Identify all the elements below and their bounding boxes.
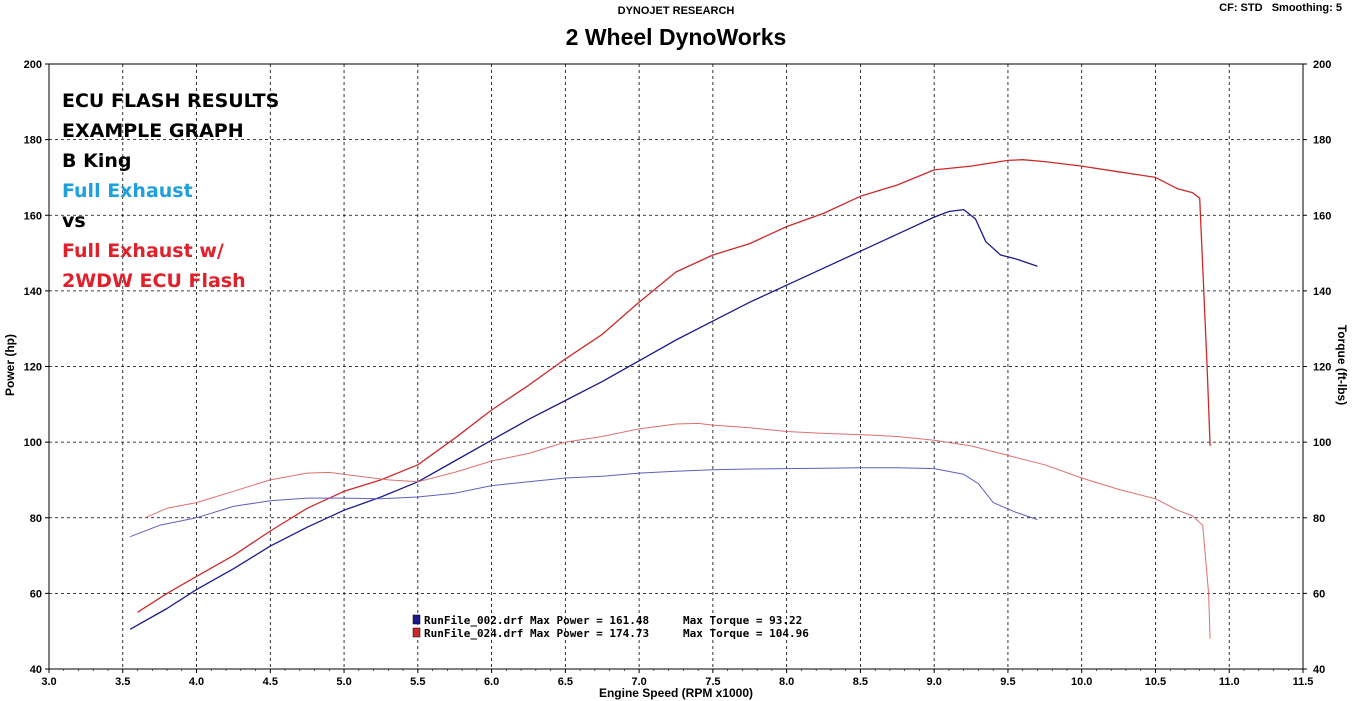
x-tick-label: 7.0: [631, 676, 646, 688]
x-tick-label: 4.5: [263, 676, 278, 688]
x-tick-label: 11.5: [1293, 676, 1314, 688]
y-left-tick-label: 140: [24, 286, 42, 298]
y-left-tick-label: 100: [24, 437, 42, 449]
x-tick-label: 9.5: [1000, 676, 1015, 688]
y-right-tick-label: 100: [1313, 437, 1331, 449]
x-tick-label: 9.0: [927, 676, 942, 688]
y-left-tick-label: 160: [24, 210, 42, 222]
legend: RunFile_002.drf Max Power = 161.48 Max To…: [412, 614, 809, 640]
legend-torque: Max Torque = 93.22: [683, 614, 802, 627]
x-tick-label: 7.5: [705, 676, 720, 688]
torque-line-runfile-002-drf: [129, 467, 1038, 538]
x-tick-label: 8.5: [853, 676, 868, 688]
annotation-line: 2WDW ECU Flash: [62, 270, 246, 292]
header-company: DYNOJET RESEARCH: [618, 5, 735, 17]
power-line-runfile-002-drf: [129, 208, 1038, 630]
y-axis-label-right: Torque (ft-lbs): [1335, 325, 1349, 405]
x-tick-label: 10.5: [1145, 676, 1166, 688]
annotation-line: EXAMPLE GRAPH: [62, 120, 244, 142]
x-tick-label: 11.0: [1219, 676, 1240, 688]
annotation-line: ECU FLASH RESULTS: [62, 90, 279, 112]
x-tick-label: 3.5: [115, 676, 130, 688]
header-shop: 2 Wheel DynoWorks: [566, 24, 787, 50]
x-tick-label: 3.0: [41, 676, 56, 688]
legend-swatch: [412, 627, 421, 638]
x-axis-label: Engine Speed (RPM x1000): [599, 686, 753, 700]
power-line-runfile-024-drf: [137, 159, 1211, 613]
x-tick-label: 5.5: [410, 676, 425, 688]
y-axis-label-left: Power (hp): [3, 334, 17, 396]
grid: [49, 64, 1303, 669]
y-right-tick-label: 200: [1313, 59, 1331, 71]
y-right-tick-label: 120: [1313, 362, 1331, 374]
y-left-tick-label: 80: [30, 513, 42, 525]
y-right-tick-label: 80: [1313, 513, 1325, 525]
series-layer: [129, 159, 1211, 639]
y-right-tick-label: 180: [1313, 135, 1331, 147]
annotation-line: B King: [62, 150, 131, 172]
x-tick-label: 10.0: [1071, 676, 1092, 688]
x-tick-label: 5.0: [336, 676, 351, 688]
y-right-tick-label: 140: [1313, 286, 1331, 298]
x-tick-label: 6.5: [558, 676, 573, 688]
y-left-tick-label: 180: [24, 135, 42, 147]
annotation-line: Full Exhaust w/: [62, 240, 224, 262]
y-left-tick-label: 200: [24, 59, 42, 71]
legend-swatch: [412, 614, 421, 625]
annotation-line: Full Exhaust: [62, 180, 193, 202]
x-tick-label: 4.0: [189, 676, 204, 688]
x-tick-label: 6.0: [484, 676, 499, 688]
y-right-tick-label: 160: [1313, 210, 1331, 222]
legend-file-power: RunFile_002.drf Max Power = 161.48: [424, 614, 649, 627]
legend-torque: Max Torque = 104.96: [683, 627, 809, 640]
legend-file-power: RunFile_024.drf Max Power = 174.73: [424, 627, 649, 640]
y-right-tick-label: 40: [1313, 664, 1325, 676]
y-left-tick-label: 60: [30, 588, 42, 600]
y-left-tick-label: 40: [30, 664, 42, 676]
x-tick-label: 8.0: [779, 676, 794, 688]
annotation-block: ECU FLASH RESULTS EXAMPLE GRAPH B King Full…: [62, 90, 279, 292]
header-settings: CF: STD Smoothing: 5: [1219, 2, 1342, 14]
y-right-tick-label: 60: [1313, 588, 1325, 600]
y-left-tick-label: 120: [24, 362, 42, 374]
torque-line-runfile-024-drf: [144, 422, 1211, 639]
axes: 3.0 3.5 4.0 4.5 5.0 5.5 6.0 6.5 7.0 7.5 8.0 8.5 9.0 9…: [24, 59, 1332, 688]
annotation-line: vs: [62, 210, 86, 232]
